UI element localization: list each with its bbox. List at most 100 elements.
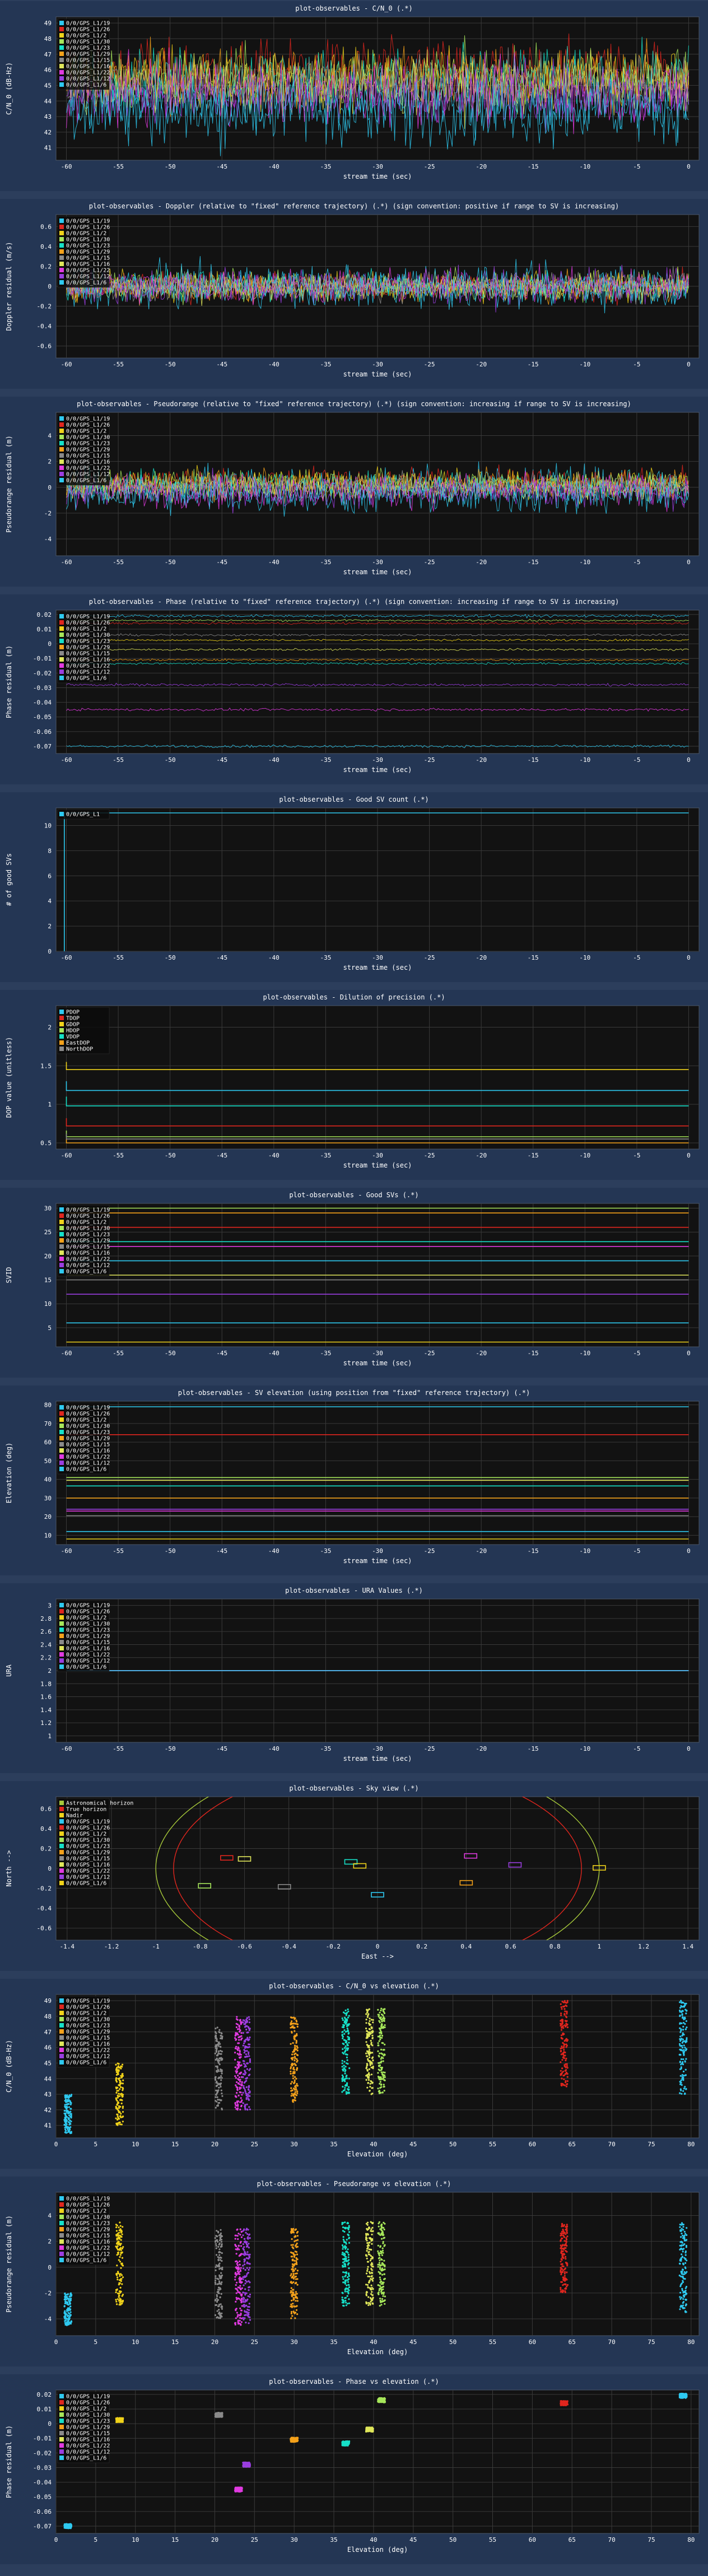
scatter-point	[346, 2049, 348, 2051]
x-tick-label: -50	[165, 361, 176, 368]
legend-label: 0/0/GPS_L1/23	[66, 1430, 110, 1436]
scatter-point	[566, 2065, 568, 2067]
plot-panel: plot-observables - Doppler (relative to …	[0, 199, 708, 389]
scatter-point	[120, 2102, 123, 2105]
sv-marker[interactable]	[464, 1853, 478, 1859]
scatter-point	[365, 2019, 367, 2021]
scatter-point	[216, 2092, 218, 2095]
scatter-point	[67, 2112, 69, 2115]
sv-marker[interactable]	[344, 1859, 358, 1865]
x-tick-label: -15	[528, 163, 539, 170]
sv-marker[interactable]	[353, 1863, 367, 1869]
scatter-point	[290, 2082, 292, 2085]
x-tick-label: 55	[489, 2338, 496, 2346]
legend-label: 0/0/GPS_L1/16	[66, 459, 110, 466]
scatter-point	[371, 2061, 373, 2063]
scatter-point	[239, 2108, 241, 2110]
scatter-point	[369, 2275, 371, 2278]
scatter-point	[296, 2440, 298, 2443]
scatter-point	[346, 2227, 349, 2229]
x-tick-label: -25	[424, 954, 435, 961]
scatter-point	[370, 2073, 373, 2076]
scatter-point	[366, 2011, 369, 2014]
scatter-point	[236, 2263, 238, 2265]
sv-marker[interactable]	[593, 1865, 606, 1871]
scatter-point	[66, 2296, 68, 2299]
scatter-point	[292, 2310, 295, 2313]
x-tick-label: 15	[171, 2141, 179, 2148]
sv-marker[interactable]	[277, 1884, 291, 1890]
scatter-point	[67, 2129, 69, 2131]
scatter-point	[236, 2089, 239, 2091]
scatter-point	[561, 2230, 563, 2233]
scatter-point	[122, 2063, 124, 2066]
scatter-point	[565, 2057, 567, 2060]
scatter-point	[562, 2289, 564, 2291]
legend-label: 0/0/GPS_L1/2	[66, 1220, 106, 1226]
sv-marker[interactable]	[459, 1880, 473, 1886]
scatter-point	[366, 2069, 369, 2071]
scatter-point	[561, 2045, 563, 2048]
scatter-point	[343, 2079, 345, 2081]
scatter-point	[560, 2070, 562, 2072]
scatter-point	[120, 2239, 122, 2241]
sv-marker[interactable]	[508, 1862, 522, 1868]
x-tick-label: 50	[449, 2141, 457, 2148]
scatter-point	[290, 2256, 292, 2258]
scatter-point	[344, 2266, 347, 2268]
scatter-point	[342, 2276, 344, 2278]
scatter-point	[679, 2226, 681, 2228]
scatter-point	[243, 2304, 245, 2306]
scatter-point	[63, 2305, 66, 2307]
scatter-point	[67, 2100, 69, 2103]
legend-box	[57, 809, 110, 820]
scatter-point	[563, 2268, 566, 2271]
scatter-point	[221, 2072, 223, 2075]
legend-label: NorthDOP	[66, 1047, 93, 1053]
scatter-point	[347, 2291, 350, 2293]
sv-marker[interactable]	[198, 1883, 212, 1889]
scatter-point	[236, 2064, 239, 2066]
scatter-point	[116, 2234, 118, 2236]
scatter-cluster	[115, 2417, 124, 2423]
scatter-point	[379, 2266, 381, 2268]
scatter-point	[380, 2010, 382, 2012]
sv-marker[interactable]	[371, 1892, 384, 1898]
series-line	[66, 1118, 689, 1127]
chart-title: plot-observables - Pseudorange vs elevat…	[257, 2180, 451, 2188]
sv-marker[interactable]	[237, 1856, 251, 1862]
scatter-point	[66, 2105, 68, 2108]
legend-label: 0/0/GPS_L1/16	[66, 1862, 110, 1868]
legend-label: 0/0/GPS_L1/23	[66, 1232, 110, 1238]
scatter-point	[380, 2270, 383, 2272]
legend-label: 0/0/GPS_L1/15	[66, 1244, 110, 1250]
scatter-point	[296, 2047, 299, 2049]
x-axis-label: stream time (sec)	[343, 568, 412, 576]
scatter-point	[345, 2304, 347, 2307]
legend-swatch	[59, 676, 64, 680]
scatter-point	[120, 2262, 123, 2265]
sv-marker[interactable]	[220, 1855, 234, 1861]
legend-label: 0/0/GPS_L1/22	[66, 2048, 110, 2054]
legend-label: 0/0/GPS_L1/30	[66, 39, 110, 45]
scatter-point	[67, 2131, 69, 2133]
x-tick-label: -5	[633, 1152, 640, 1159]
scatter-point	[293, 2298, 295, 2300]
plot-area[interactable]	[55, 1994, 700, 2138]
plot-area[interactable]	[55, 2389, 700, 2534]
scatter-point	[682, 2090, 684, 2092]
scatter-point	[240, 2301, 243, 2304]
scatter-point	[115, 2289, 117, 2291]
scatter-point	[381, 2073, 384, 2076]
scatter-point	[565, 2004, 567, 2006]
scatter-point	[563, 2000, 566, 2002]
scatter-point	[347, 2281, 350, 2283]
scatter-point	[372, 2019, 374, 2021]
x-tick-label: -30	[372, 954, 383, 961]
scatter-cluster	[242, 2016, 251, 2111]
scatter-point	[368, 2035, 370, 2037]
scatter-point	[342, 2037, 344, 2039]
scatter-point	[243, 2284, 245, 2286]
scatter-point	[66, 2121, 68, 2123]
scatter-point	[70, 2131, 72, 2133]
